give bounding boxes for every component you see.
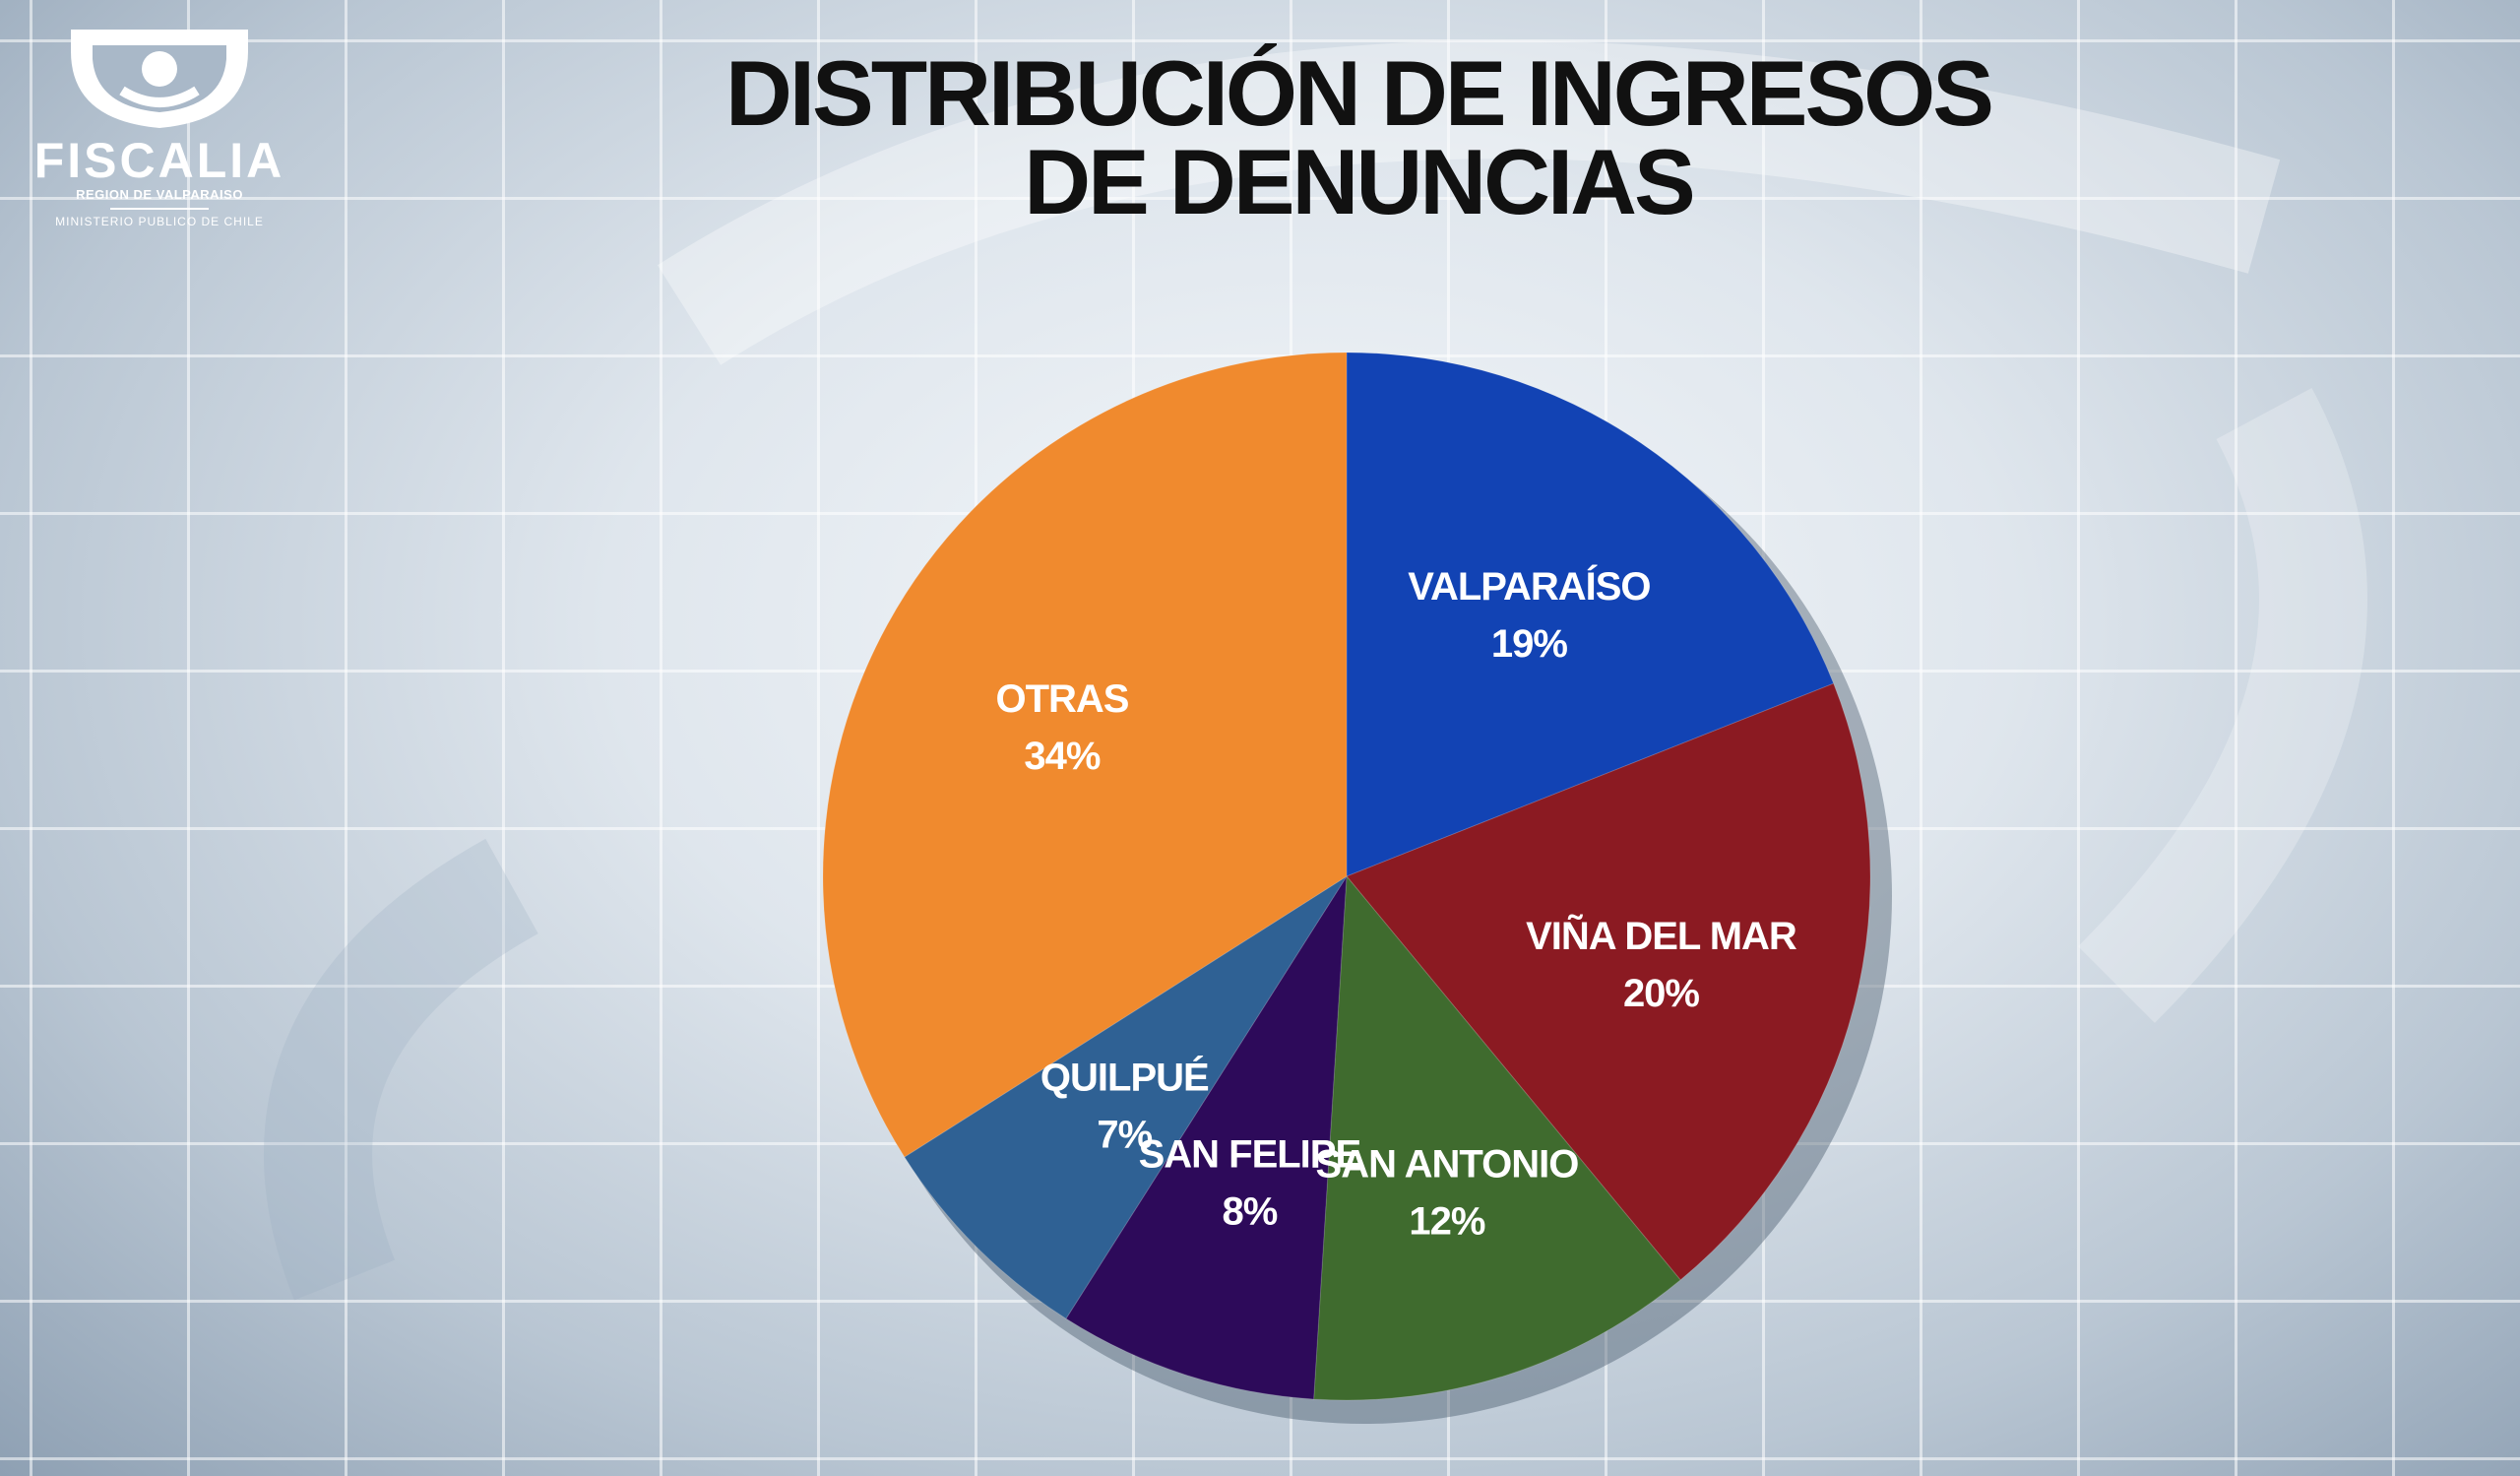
pie-slice-san-antonio [1313, 874, 1681, 1401]
logo-divider [110, 208, 209, 210]
chart-title-line-1: DISTRIBUCIÓN DE INGRESOS [725, 41, 1994, 145]
slice-label-san-felipe: SAN FELIPE 8% [1139, 1133, 1361, 1234]
pie-slice-valparaiso [1346, 352, 1835, 877]
logo-region: REGION DE VALPARAISO [76, 187, 243, 202]
pie-slice-vina-del-mar [1346, 682, 1871, 1281]
pie-slice-san-felipe [1065, 875, 1348, 1400]
slice-label-valparaiso: VALPARAÍSO 19% [1408, 564, 1650, 666]
fiscalia-logo: FISCALIA REGION DE VALPARAISO MINISTERIO… [12, 12, 307, 228]
slice-label-otras: OTRAS 34% [995, 677, 1128, 778]
pie-slice-quilpue [904, 875, 1348, 1319]
logo-ministry: MINISTERIO PUBLICO DE CHILE [55, 215, 264, 228]
slice-label-quilpue: QUILPUÉ 7% [1040, 1056, 1209, 1157]
chart-title-line-2: DE DENUNCIAS [1024, 130, 1696, 233]
pie-slices [822, 352, 1871, 1401]
slice-label-vina-del-mar: VIÑA DEL MAR 20% [1526, 913, 1797, 1015]
logo-name: FISCALIA [33, 133, 285, 188]
chart-title: DISTRIBUCIÓN DE INGRESOS DE DENUNCIAS [0, 41, 2520, 233]
pie-slice-otras [822, 352, 1348, 1158]
pie-labels: VALPARAÍSO 19% VIÑA DEL MAR 20% SAN ANTONIO 1… [995, 564, 1797, 1244]
slice-label-san-antonio: SAN ANTONIO 12% [1316, 1143, 1579, 1244]
fiscalia-scales-icon [71, 30, 248, 128]
